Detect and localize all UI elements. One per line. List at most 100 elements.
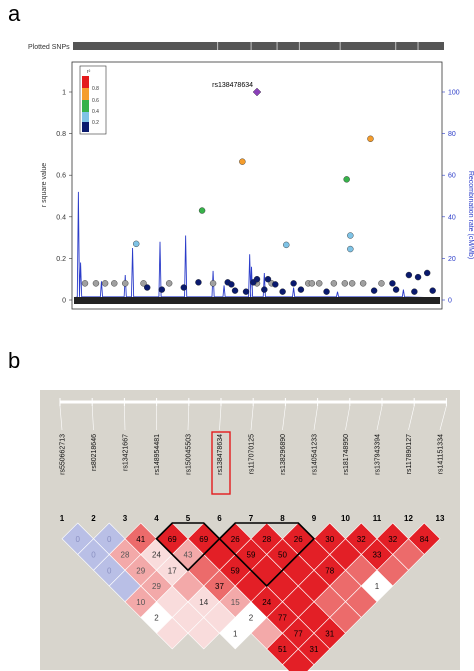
regional-association-plot: Plotted SNPs 0 0.2 0.4 0.6 0.8 1 0 20 40 60 80 100… — [28, 42, 474, 310]
snp-point — [370, 287, 378, 294]
ld-cell-value: 14 — [199, 598, 208, 607]
snp-point — [253, 276, 261, 283]
ld-cell-value: 0 — [107, 535, 112, 544]
y2-axis-label: Recombination rate (cM/Mb) — [467, 171, 474, 259]
legend-title: r² — [87, 69, 91, 75]
ld-cell-value: 37 — [215, 582, 224, 591]
snp-index: 10 — [341, 514, 350, 523]
y-tick-label: 0.8 — [56, 131, 66, 138]
snp-point — [283, 241, 290, 249]
snp-label: rs117890127 — [406, 434, 413, 474]
ld-cell — [156, 617, 189, 650]
snp-index: 9 — [312, 514, 317, 523]
snp-point — [389, 280, 396, 287]
snp-point — [414, 273, 422, 281]
snp-point — [392, 286, 400, 293]
y2-tick-label: 20 — [448, 256, 456, 263]
snp-point — [180, 284, 188, 291]
legend-swatch-green — [82, 100, 89, 112]
snp-point — [264, 276, 272, 283]
snp-label: rs13421667 — [123, 434, 130, 471]
snp-baseline — [74, 297, 440, 304]
ruler-connector — [282, 405, 286, 431]
ruler-connector — [376, 405, 383, 431]
ld-cell-value: 15 — [231, 598, 240, 607]
snp-point — [231, 287, 239, 294]
snp-index: 6 — [217, 514, 222, 523]
snp-point — [359, 280, 367, 287]
snp-point — [378, 280, 385, 287]
ld-cell-value: 26 — [294, 535, 303, 544]
snp-point — [272, 281, 279, 288]
ld-cell-value: 43 — [184, 551, 193, 560]
y-tick-label: 0 — [62, 298, 66, 305]
ld-cell-value: 33 — [373, 551, 382, 560]
ld-cell — [187, 617, 220, 650]
ld-cell-value: 29 — [136, 566, 145, 575]
snp-index: 12 — [404, 514, 413, 523]
snp-index: 4 — [154, 514, 159, 523]
snp-point — [343, 176, 350, 183]
snp-name-labels: rs550662713 rs80218646 rs13421667 rs1489544… — [59, 398, 447, 475]
snp-label: rs138296890 — [280, 434, 287, 475]
ld-cell-value: 41 — [136, 535, 145, 544]
snp-point — [242, 288, 250, 295]
snp-point — [228, 281, 235, 288]
snp-point — [347, 232, 354, 239]
ld-cell-value: 31 — [310, 645, 319, 654]
snp-point — [165, 280, 173, 287]
snp-point — [367, 135, 374, 143]
y-tick-label: 0.2 — [56, 256, 66, 263]
ruler-connector — [124, 405, 126, 431]
snp-point — [198, 207, 206, 214]
ld-block-outline — [155, 522, 221, 572]
ld-cell-value: 0 — [91, 551, 96, 560]
snp-density-band — [74, 297, 440, 304]
snp-label: rs117070125 — [249, 434, 256, 474]
snp-point — [411, 288, 418, 295]
snp-point — [209, 280, 217, 287]
plotted-snps-strip — [73, 42, 444, 50]
ld-cell-value: 84 — [420, 535, 429, 544]
y-tick-label: 1 — [62, 90, 66, 97]
ld-cell-value: 50 — [278, 551, 287, 560]
y2-tick-label: 60 — [448, 173, 456, 180]
ld-heatmap: rs550662713 rs80218646 rs13421667 rs1489544… — [40, 390, 460, 671]
snp-index: 2 — [91, 514, 96, 523]
snp-index: 7 — [249, 514, 254, 523]
snp-point — [279, 288, 286, 295]
ruler-connector — [219, 405, 222, 431]
y2-tick-label: 80 — [448, 131, 456, 138]
ruler-connector — [187, 405, 190, 431]
legend-swatch-red — [82, 76, 89, 88]
snp-label: rs141151334 — [438, 434, 445, 474]
snp-label: rs138478634 — [217, 434, 224, 475]
ruler-connector — [439, 405, 447, 431]
snp-index: 8 — [280, 514, 285, 523]
snp-point — [290, 280, 297, 287]
ld-cell-value: 28 — [262, 535, 271, 544]
snp-point — [143, 284, 151, 291]
snp-point — [111, 280, 118, 287]
snp-label: rs150045503 — [186, 434, 193, 475]
snp-point — [140, 280, 147, 287]
ld-cell-value: 69 — [199, 535, 208, 544]
ld-cell-value: 17 — [168, 566, 177, 575]
snp-point — [297, 286, 305, 293]
ld-cell-value: 32 — [388, 535, 397, 544]
snp-point — [308, 280, 316, 287]
y2-axis: 0 20 40 60 80 100 — [442, 90, 460, 305]
plotted-snps-ticks — [217, 42, 419, 50]
snp-points — [81, 135, 436, 295]
snp-point — [101, 280, 109, 287]
ld-cell-value: 2 — [154, 614, 159, 623]
ld-cell-value: 24 — [262, 598, 271, 607]
ld-blocks — [155, 522, 316, 588]
snp-point — [323, 288, 330, 295]
snp-index: 5 — [186, 514, 191, 523]
lead-snp: rs138478634 — [212, 82, 262, 97]
ruler-connector — [91, 405, 94, 431]
legend-swatch-orange — [82, 88, 89, 100]
ld-cell-value: 31 — [325, 629, 334, 638]
ld-cell-value: 26 — [231, 535, 240, 544]
